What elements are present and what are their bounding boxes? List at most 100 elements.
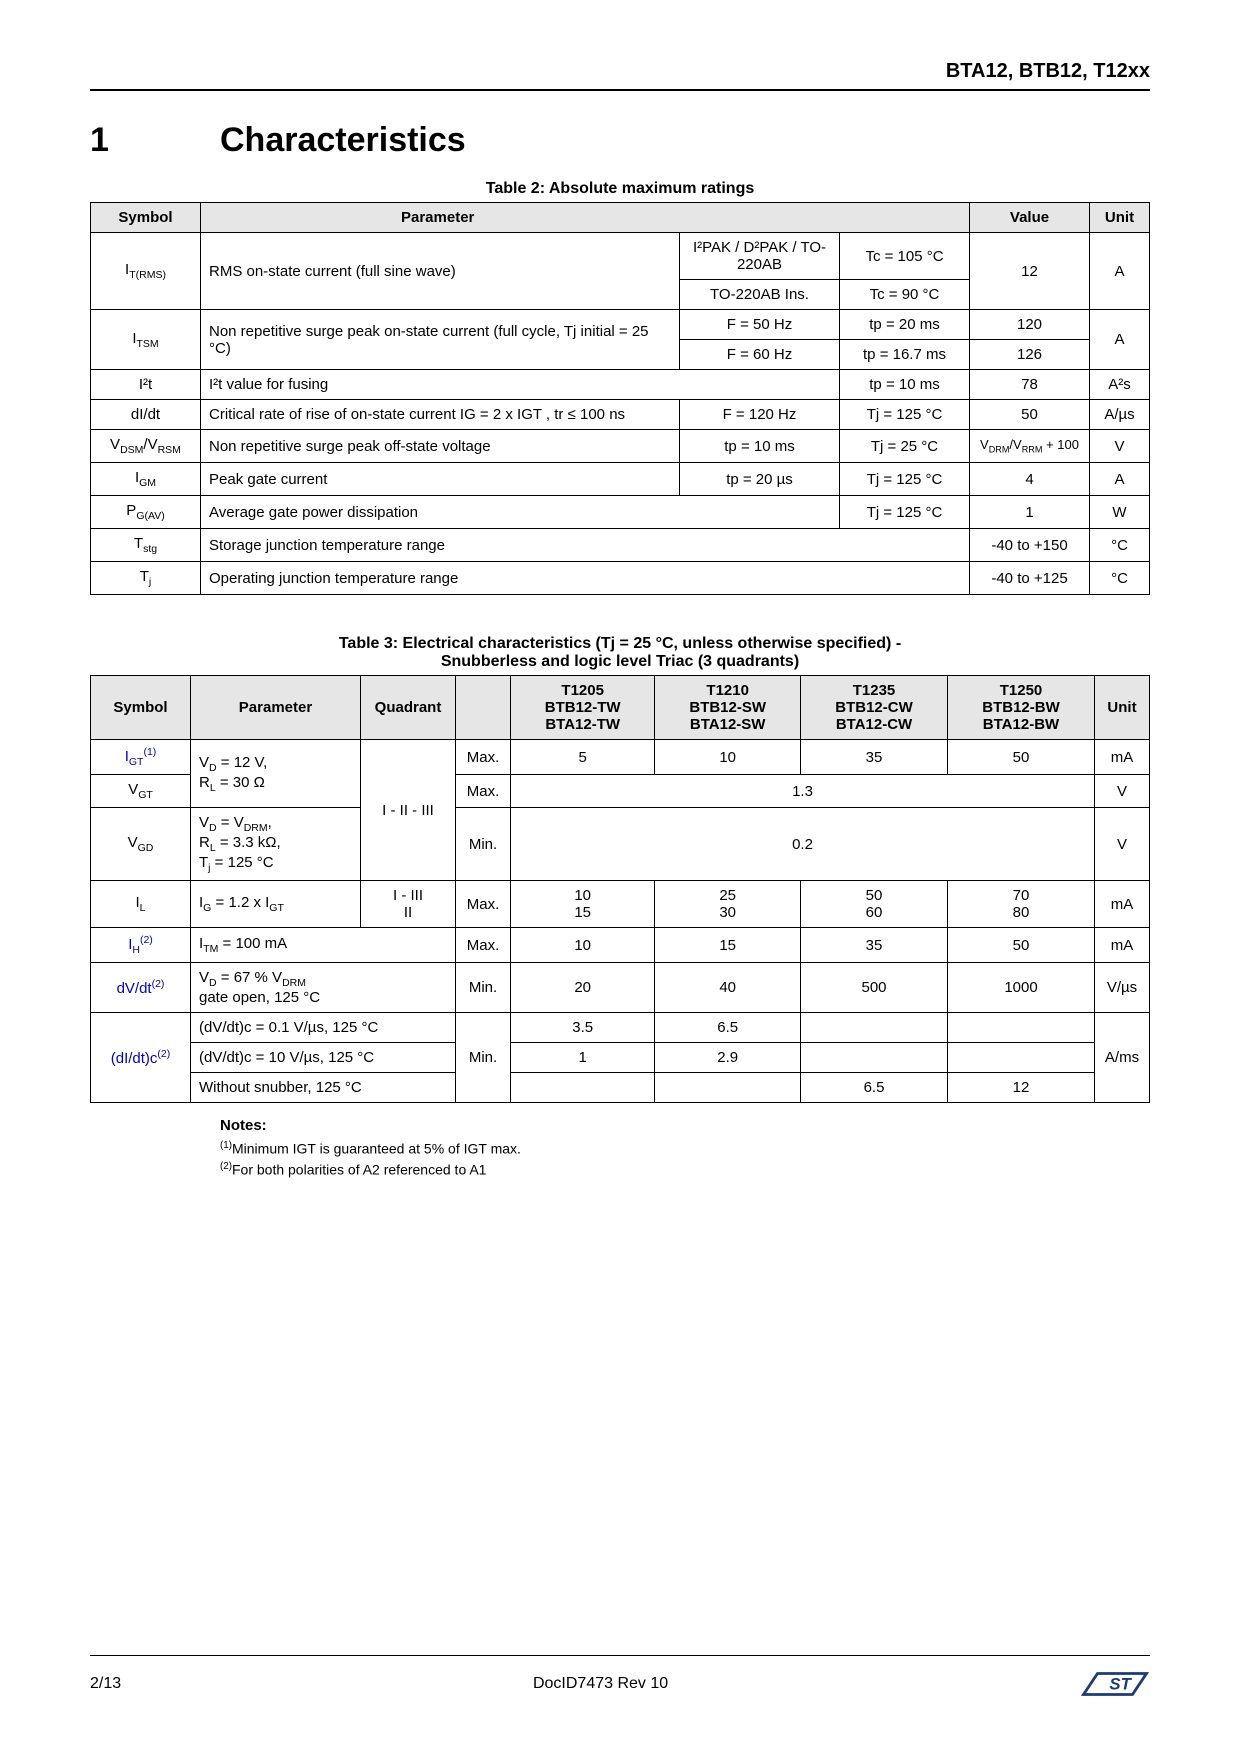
t3-il-v1: 1015 [511,881,655,928]
table3-caption: Table 3: Electrical characteristics (Tj … [90,635,1150,671]
v1a: 10 [574,887,591,904]
t2-itsm-unit: A [1090,310,1150,370]
t3-didtc-v3a: 6.5 [801,1073,948,1103]
header: BTA12, BTB12, T12xx [90,60,1150,91]
v1b: 15 [574,904,591,921]
t3-dvdt-v1: 20 [511,963,655,1013]
t3-igt-v1: 5 [511,740,655,775]
t2-vdsm-sym: VDSM/VRSM [91,430,201,463]
blank [801,1043,948,1073]
t3-ih-v1: 10 [511,928,655,963]
doc-id: DocID7473 Rev 10 [533,1675,668,1693]
t2-pgav-sym: PG(AV) [91,496,201,529]
c3c: BTA12-CW [836,716,912,733]
t2-it-unit: A [1090,233,1150,310]
t2-itsm-v1: 120 [970,310,1090,340]
t2-vdsm-unit: V [1090,430,1150,463]
t3-igt-mm: Max. [456,740,511,775]
t2-i2t-unit: A²s [1090,370,1150,400]
t2-tj-sym: Tj [91,562,201,595]
footer: 2/13 DocID7473 Rev 10 ST [90,1655,1150,1704]
c1b: BTB12-TW [545,699,621,716]
t3-vgt-mm: Max. [456,775,511,808]
t3-igt-v3: 35 [801,740,948,775]
t2-h-unit: Unit [1090,203,1150,233]
t3-igt-sym: IGT(1) [91,740,191,775]
t3-ih-sym: IH(2) [91,928,191,963]
t3-didtc-unit: A/ms [1095,1013,1150,1103]
notes-heading: Notes: [220,1117,1150,1134]
t2-tj-unit: °C [1090,562,1150,595]
t3-didtc-v1a: 3.5 [511,1013,655,1043]
note-text: For both polarities of A2 referenced to … [232,1161,487,1177]
t3-didtc-v2a: 1 [511,1043,655,1073]
section-title: Characteristics [220,121,466,160]
note-ref: (1) [143,746,156,758]
t3-ih-unit: mA [1095,928,1150,963]
v2a: 25 [719,887,736,904]
t3-quad1: I - II - III [361,740,456,881]
t2-didt-unit: A/µs [1090,400,1150,430]
t2-igm-sym: IGM [91,463,201,496]
q1: I - III [393,887,423,904]
v3a: 50 [866,887,883,904]
c4a: T1250 [1000,682,1043,699]
section-heading: 1 Characteristics [90,121,1150,160]
t3-vgt-val: 1.3 [511,775,1095,808]
t3-didtc-v3b: 12 [948,1073,1095,1103]
page-number: 2/13 [90,1675,121,1693]
t3-h-c3: T1235BTB12-CWBTA12-CW [801,676,948,740]
t2-h-value: Value [970,203,1090,233]
t3-dvdt-sym: dV/dt(2) [91,963,191,1013]
blank [948,1013,1095,1043]
t3-il-mm: Max. [456,881,511,928]
t3-vgd-sym: VGD [91,808,191,881]
t2-pgav-desc: Average gate power dissipation [201,496,840,529]
t3-il-unit: mA [1095,881,1150,928]
t3-didtc-v2b: 2.9 [655,1043,801,1073]
t3-il-v3: 5060 [801,881,948,928]
t2-pgav-val: 1 [970,496,1090,529]
t3-h-parameter: Parameter [191,676,361,740]
t3-didtc-p3: Without snubber, 125 °C [191,1073,456,1103]
t2-tstg-sym: Tstg [91,529,201,562]
t3-il-v4: 7080 [948,881,1095,928]
note-sup: (1) [220,1140,232,1151]
t2-igm-c1: tp = 20 µs [680,463,840,496]
t2-vdsm-c2: Tj = 25 °C [840,430,970,463]
t2-it-c2a: TO-220AB Ins. [680,280,840,310]
t2-h-symbol: Symbol [91,203,201,233]
t2-tj-val: -40 to +125 [970,562,1090,595]
t3-h-quadrant: Quadrant [361,676,456,740]
v4a: 70 [1013,887,1030,904]
note-2: (2)For both polarities of A2 referenced … [220,1161,1150,1178]
note-ref: (2) [157,1048,170,1060]
t2-itsm-c1a: F = 50 Hz [680,310,840,340]
t2-h-parameter: Parameter [201,203,970,233]
t2-didt-c1: F = 120 Hz [680,400,840,430]
v4b: 80 [1013,904,1030,921]
t2-tstg-val: -40 to +150 [970,529,1090,562]
t3-h-c4: T1250BTB12-BWBTA12-BW [948,676,1095,740]
t3-vgt-sym: VGT [91,775,191,808]
t3-h-unit: Unit [1095,676,1150,740]
t2-itsm-c2a: F = 60 Hz [680,340,840,370]
t2-it-c1b: Tc = 105 °C [840,233,970,280]
t3-vgd-unit: V [1095,808,1150,881]
t3-h-blank [456,676,511,740]
t3-h-symbol: Symbol [91,676,191,740]
t2-itsm-desc: Non repetitive surge peak on-state curre… [201,310,680,370]
t3-dvdt-v2: 40 [655,963,801,1013]
t2-i2t-desc: I²t value for fusing [201,370,840,400]
t2-igm-c2: Tj = 125 °C [840,463,970,496]
t3-vgd-param: VD = VDRM,RL = 3.3 kΩ,Tj = 125 °C [191,808,361,881]
note-ref: (2) [152,978,165,990]
note-ref: (2) [140,934,153,946]
t3-ih-param: ITM = 100 mA [191,928,456,963]
t2-it-desc: RMS on-state current (full sine wave) [201,233,680,310]
blank [511,1073,655,1103]
t2-pgav-unit: W [1090,496,1150,529]
t3-didtc-sym: (dI/dt)c(2) [91,1013,191,1103]
t3-il-quad: I - IIIII [361,881,456,928]
t3-dvdt-v3: 500 [801,963,948,1013]
